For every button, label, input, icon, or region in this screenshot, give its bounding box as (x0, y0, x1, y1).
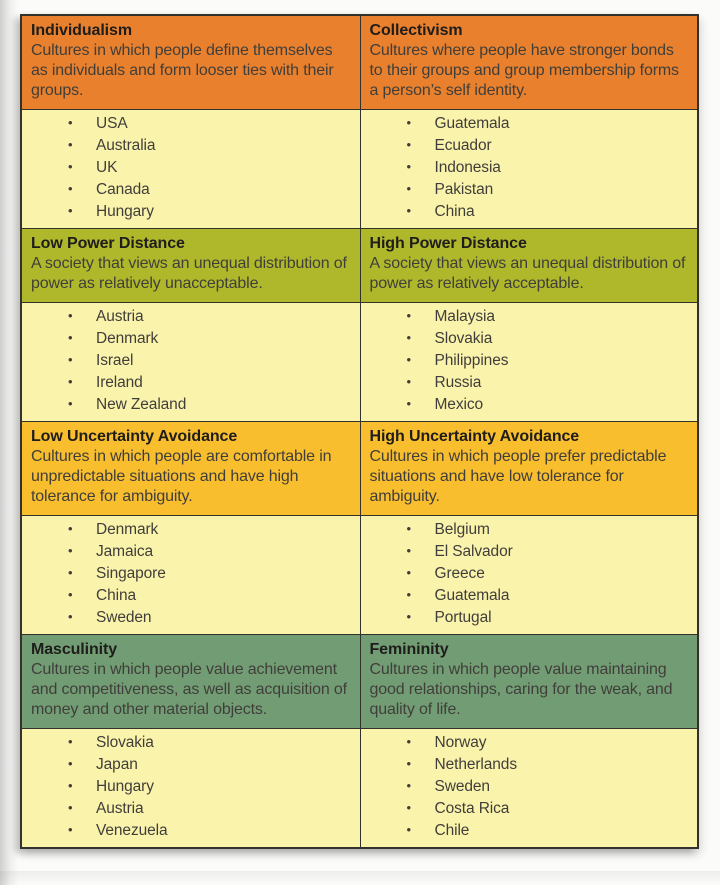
country-item: Slovakia (31, 731, 352, 754)
country-item: Australia (31, 134, 352, 157)
country-item: China (370, 200, 690, 223)
dimension-title: Low Uncertainty Avoidance (31, 428, 238, 445)
country-list-cell: NorwayNetherlandsSwedenCosta RicaChile (359, 728, 697, 847)
country-item: Guatemala (370, 584, 690, 607)
scan-bottom-shadow (0, 871, 720, 885)
dimension-description: Cultures in which people define themselv… (31, 42, 334, 99)
dimension-table: Individualism Cultures in which people d… (20, 14, 699, 849)
country-list-cell: SlovakiaJapanHungaryAustriaVenezuela (22, 728, 360, 847)
country-item: Denmark (31, 327, 352, 350)
country-item: New Zealand (31, 393, 352, 416)
country-item: Belgium (370, 518, 690, 541)
country-item: Pakistan (370, 178, 690, 201)
country-item: Japan (31, 753, 352, 776)
dimension-description: Cultures in which people value achieveme… (31, 661, 347, 718)
country-list-cell: GuatemalaEcuadorIndonesiaPakistanChina (359, 109, 697, 228)
country-list: NorwayNetherlandsSwedenCosta RicaChile (370, 731, 690, 842)
dimension-header-cell: Individualism Cultures in which people d… (22, 16, 360, 109)
scan-edge-shadow (0, 0, 18, 885)
country-item: Costa Rica (370, 797, 690, 820)
country-item: Philippines (370, 349, 690, 372)
country-item: El Salvador (370, 540, 690, 563)
country-item: Slovakia (370, 327, 690, 350)
country-item: Austria (31, 797, 352, 820)
country-list: DenmarkJamaicaSingaporeChinaSweden (31, 518, 352, 629)
country-item: Singapore (31, 562, 352, 585)
country-item: Russia (370, 371, 690, 394)
dimension-header-cell: Masculinity Cultures in which people val… (22, 634, 360, 728)
country-item: Indonesia (370, 156, 690, 179)
dimension-description: A society that views an unequal distribu… (31, 255, 347, 292)
country-item: UK (31, 156, 352, 179)
dimension-title: Masculinity (31, 641, 118, 658)
country-item: Guatemala (370, 112, 690, 135)
country-item: Sweden (370, 775, 690, 798)
dimension-title: High Uncertainty Avoidance (369, 428, 580, 445)
country-item: Jamaica (31, 540, 352, 563)
dimension-header-cell: High Uncertainty Avoidance Cultures in w… (359, 421, 697, 515)
country-list: SlovakiaJapanHungaryAustriaVenezuela (31, 731, 352, 842)
country-list-cell: DenmarkJamaicaSingaporeChinaSweden (22, 515, 360, 634)
dimension-header-cell: Collectivism Cultures where people have … (359, 16, 697, 109)
country-item: Netherlands (370, 753, 690, 776)
dimension-header-cell: Low Power Distance A society that views … (22, 228, 360, 302)
dimension-title: Femininity (369, 641, 449, 658)
country-item: Mexico (370, 393, 690, 416)
country-list-cell: BelgiumEl SalvadorGreeceGuatemalaPortuga… (359, 515, 697, 634)
country-list-cell: AustriaDenmarkIsraelIrelandNew Zealand (22, 302, 360, 421)
dimension-description: Cultures in which people are comfortable… (31, 448, 332, 505)
country-item: Chile (370, 819, 690, 842)
country-item: Hungary (31, 200, 352, 223)
country-item: Portugal (370, 606, 690, 629)
dimension-title: High Power Distance (369, 235, 527, 252)
country-item: Canada (31, 178, 352, 201)
country-item: Ecuador (370, 134, 690, 157)
country-item: Austria (31, 305, 352, 328)
country-item: China (31, 584, 352, 607)
dimension-description: Cultures where people have stronger bond… (369, 42, 680, 99)
dimension-title: Individualism (31, 22, 132, 39)
country-item: Denmark (31, 518, 352, 541)
country-list: GuatemalaEcuadorIndonesiaPakistanChina (370, 112, 690, 223)
country-list: AustriaDenmarkIsraelIrelandNew Zealand (31, 305, 352, 416)
country-item: USA (31, 112, 352, 135)
country-item: Norway (370, 731, 690, 754)
dimension-title: Low Power Distance (31, 235, 185, 252)
country-list-cell: MalaysiaSlovakiaPhilippinesRussiaMexico (359, 302, 697, 421)
country-list: USAAustraliaUKCanadaHungary (31, 112, 352, 223)
country-list: BelgiumEl SalvadorGreeceGuatemalaPortuga… (370, 518, 690, 629)
country-item: Venezuela (31, 819, 352, 842)
country-item: Malaysia (370, 305, 690, 328)
country-item: Israel (31, 349, 352, 372)
dimension-header-cell: Femininity Cultures in which people valu… (359, 634, 697, 728)
dimension-description: Cultures in which people value maintaini… (369, 661, 673, 718)
dimension-header-cell: Low Uncertainty Avoidance Cultures in wh… (22, 421, 360, 515)
country-list-cell: USAAustraliaUKCanadaHungary (22, 109, 360, 228)
country-item: Hungary (31, 775, 352, 798)
dimension-header-cell: High Power Distance A society that views… (359, 228, 697, 302)
dimension-description: Cultures in which people prefer predicta… (369, 448, 667, 505)
country-item: Sweden (31, 606, 352, 629)
country-item: Greece (370, 562, 690, 585)
country-item: Ireland (31, 371, 352, 394)
dimension-title: Collectivism (369, 22, 463, 39)
country-list: MalaysiaSlovakiaPhilippinesRussiaMexico (370, 305, 690, 416)
dimension-description: A society that views an unequal distribu… (369, 255, 686, 292)
